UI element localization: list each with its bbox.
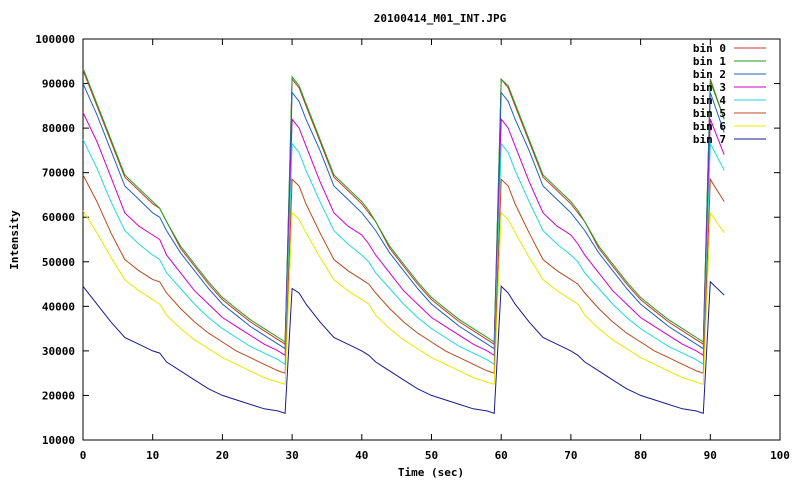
y-tick-label: 70000	[42, 167, 75, 180]
legend-label: bin 2	[693, 68, 726, 81]
y-tick-label: 60000	[42, 211, 75, 224]
legend-label: bin 3	[693, 81, 726, 94]
y-tick-label: 40000	[42, 300, 75, 313]
y-tick-label: 50000	[42, 256, 75, 269]
axes: 0 10 20 30 40 50 60 70 80 90 100 10000 20000 30000 400…	[35, 33, 790, 462]
legend-label: bin 4	[693, 94, 726, 107]
x-tick-label: 100	[770, 449, 790, 462]
series-line-bin-1	[82, 67, 725, 343]
legend-label: bin 7	[693, 133, 726, 146]
legend-label: bin 6	[693, 120, 726, 133]
x-tick-label: 0	[80, 449, 87, 462]
y-tick-label: 80000	[42, 122, 75, 135]
x-tick-label: 40	[355, 449, 368, 462]
y-tick-label: 100000	[35, 33, 75, 46]
legend-label: bin 0	[693, 42, 726, 55]
y-tick-label: 20000	[42, 389, 75, 402]
x-tick-label: 20	[216, 449, 229, 462]
series-line-bin-6	[82, 210, 725, 385]
series-line-bin-3	[82, 112, 725, 357]
y-tick-label: 90000	[42, 78, 75, 91]
x-tick-label: 70	[564, 449, 577, 462]
series-line-bin-0	[82, 70, 725, 346]
series-line-bin-5	[82, 174, 725, 374]
series-line-bin-2	[82, 83, 725, 350]
chart-title: 20100414_M01_INT.JPG	[374, 12, 507, 25]
series-line-bin-4	[82, 139, 725, 366]
legend-label: bin 1	[693, 55, 726, 68]
y-tick-label: 10000	[42, 434, 75, 447]
series-line-bin-7	[82, 280, 725, 414]
y-tick-label: 30000	[42, 345, 75, 358]
plot-frame	[82, 38, 781, 441]
x-tick-label: 30	[285, 449, 298, 462]
x-tick-label: 50	[425, 449, 438, 462]
y-axis-label: Intensity	[8, 210, 21, 270]
x-tick-label: 60	[495, 449, 508, 462]
x-tick-label: 80	[634, 449, 647, 462]
x-tick-label: 90	[704, 449, 717, 462]
x-tick-label: 10	[146, 449, 159, 462]
x-axis-label: Time (sec)	[398, 466, 464, 479]
legend-label: bin 5	[693, 107, 726, 120]
series-layer	[82, 67, 725, 414]
